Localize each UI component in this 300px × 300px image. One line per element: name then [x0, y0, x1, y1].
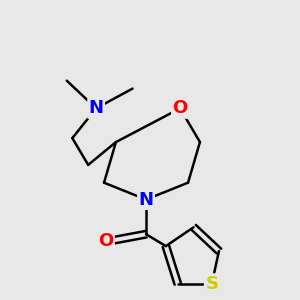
- Text: O: O: [98, 232, 113, 250]
- Text: O: O: [172, 99, 188, 117]
- Text: S: S: [205, 275, 218, 293]
- Text: N: N: [139, 190, 154, 208]
- Text: N: N: [88, 99, 104, 117]
